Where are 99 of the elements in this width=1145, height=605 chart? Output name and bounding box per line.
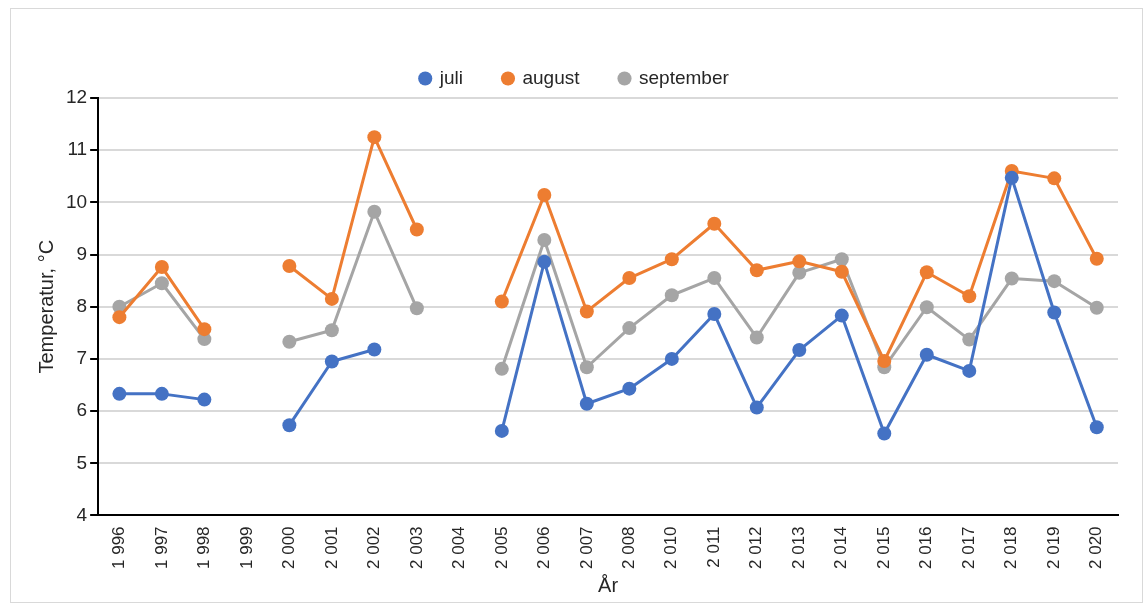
point [919,300,934,315]
x-tick-label: 2 019 [1043,526,1063,570]
point [367,204,382,219]
x-tick-label: 2 014 [831,526,851,570]
y-tick-label: 6 [76,399,88,421]
x-tick-label: 2 004 [449,526,469,570]
point [324,323,339,338]
point [409,301,424,316]
x-tick-label: 2 005 [491,526,511,570]
point [154,260,169,275]
x-tick-label: 1 997 [151,526,171,570]
point [112,310,127,325]
point [579,304,594,319]
point [664,351,679,366]
point [962,332,977,347]
point [1047,305,1062,320]
legend-label: august [522,66,581,88]
x-tick-label: 2 008 [619,526,638,570]
y-tick-label: 5 [76,451,88,473]
point [962,363,977,378]
point [154,386,169,401]
point [749,263,764,278]
point [834,308,849,323]
x-tick-label: 2 002 [364,526,384,570]
point [1004,271,1019,286]
point [919,347,934,362]
point [579,360,594,375]
y-tick-label: 12 [65,86,88,108]
point [749,330,764,345]
point [877,426,892,441]
point [409,222,424,237]
x-tick-label: 2 018 [1001,526,1021,570]
x-tick-label: 2 016 [916,526,936,570]
point [537,188,552,203]
point [919,265,934,280]
x-tick-label: 2 007 [576,526,596,570]
point [962,289,977,304]
x-tick-label: 2 003 [406,526,426,570]
point [367,130,382,145]
point [834,264,849,279]
point [494,294,509,309]
point [324,291,339,306]
point [537,232,552,247]
y-axis-title: Temperatur, °C [34,239,57,374]
y-tick-label: 9 [76,242,88,264]
legend-label: september [639,66,730,88]
point [324,354,339,369]
point [494,423,509,438]
point [792,343,807,358]
point [1047,171,1062,186]
y-tick-label: 8 [76,294,88,316]
x-tick-label: 2 001 [321,526,341,570]
x-tick-label: 1 996 [109,526,129,570]
point [282,334,297,349]
x-tick-label: 2 000 [279,526,299,570]
point [664,288,679,303]
point [537,254,552,269]
x-tick-label: 1 999 [236,526,256,570]
x-tick-label: 2 017 [958,526,978,570]
x-tick-label: 1 998 [194,526,214,570]
point [197,322,212,337]
point [367,342,382,357]
point [1089,251,1104,266]
x-tick-label: 2 020 [1086,526,1106,570]
point [1089,420,1104,435]
point [494,361,509,376]
point [1089,300,1104,315]
x-axis-title: År [598,573,619,596]
point [282,259,297,274]
point [154,276,169,291]
point [707,216,722,231]
point [197,392,212,407]
x-tick-label: 2 006 [534,526,554,570]
x-tick-label: 2 013 [788,526,808,570]
x-tick-label: 2 015 [873,526,893,570]
point [112,386,127,401]
y-tick-label: 10 [65,190,88,212]
y-tick-label: 4 [76,503,88,525]
point [834,252,849,267]
point [707,307,722,322]
point [579,396,594,411]
point [282,418,297,433]
x-tick-label: 2 012 [746,526,766,570]
point [877,354,892,368]
point [792,254,807,269]
point [622,321,637,336]
x-tick-label: 2 010 [661,526,681,570]
x-tick-label: 2 011 [703,526,723,568]
point [664,252,679,267]
point [1047,274,1062,289]
point [749,400,764,415]
point [792,265,807,280]
legend-label: juli [438,66,463,88]
point [622,271,637,286]
point [622,381,637,396]
y-tick-label: 7 [76,347,88,369]
point [1004,170,1019,185]
point [707,271,722,286]
y-tick-label: 11 [67,138,88,160]
